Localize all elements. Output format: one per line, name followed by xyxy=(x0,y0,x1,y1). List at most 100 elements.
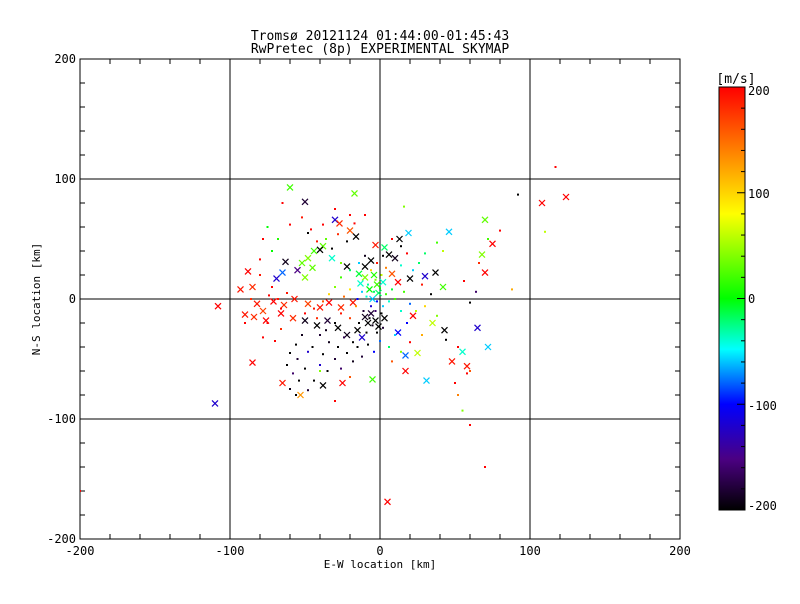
colorbar-tick-label: 100 xyxy=(748,187,770,201)
scatter-point-dot xyxy=(322,300,324,303)
scatter-point-dot xyxy=(436,314,438,317)
scatter-point-dot xyxy=(301,334,303,336)
scatter-point-dot xyxy=(544,230,546,233)
scatter-point-x xyxy=(562,193,570,201)
scatter-point-dot xyxy=(296,358,299,360)
scatter-point-dot xyxy=(271,250,273,252)
scatter-point-x xyxy=(481,216,489,224)
x-tick-label: 100 xyxy=(519,544,541,558)
scatter-point-dot xyxy=(461,409,464,412)
scatter-point-x xyxy=(319,381,327,389)
scatter-point-x xyxy=(291,295,298,303)
scatter-point-dot xyxy=(364,214,366,216)
scatter-point-dot xyxy=(424,305,426,308)
scatter-point-dot xyxy=(400,264,402,267)
x-tick-labels: -200 -100 0 100 200 xyxy=(66,544,691,558)
scatter-point-dot xyxy=(380,312,383,315)
scatter-point-dot xyxy=(412,269,414,272)
x-tick-label: -100 xyxy=(216,544,245,558)
scatter-point-dot xyxy=(374,310,377,312)
y-tick-labels: -200 -100 0 100 200 xyxy=(47,52,76,546)
scatter-point-dot xyxy=(356,298,359,300)
scatter-point-x xyxy=(361,273,369,281)
scatter-point-x xyxy=(373,281,381,289)
scatter-point-x xyxy=(250,313,258,321)
y-tick-label: 200 xyxy=(54,52,76,66)
chart-subtitle: RwPretec (8p) EXPERIMENTAL SKYMAP xyxy=(251,42,509,57)
scatter-point-x xyxy=(432,269,439,277)
scatter-point-x xyxy=(405,229,412,237)
scatter-point-dot xyxy=(346,240,348,243)
scatter-point-dot xyxy=(266,226,269,228)
scatter-point-dot xyxy=(280,328,282,330)
scatter-point-dot xyxy=(376,300,378,303)
scatter-point-dot xyxy=(382,254,384,257)
scatter-point-x xyxy=(286,183,294,191)
scatter-point-x xyxy=(249,359,256,367)
scatter-point-x xyxy=(270,297,277,305)
x-tick-label: -200 xyxy=(66,544,95,558)
scatter-point-dot xyxy=(457,346,459,348)
scatter-point-x xyxy=(249,283,256,291)
scatter-point-dot xyxy=(362,310,365,312)
scatter-point-x xyxy=(429,319,436,327)
scatter-point-x xyxy=(301,198,309,206)
scatter-point-x xyxy=(309,264,316,272)
scatter-point-x xyxy=(259,307,267,315)
scatter-point-dot xyxy=(340,312,342,315)
scatter-point-x xyxy=(280,301,288,309)
scatter-point-dot xyxy=(406,322,408,324)
colorbar-tick-label: -200 xyxy=(748,499,777,513)
scatter-point-dot xyxy=(307,350,309,353)
scatter-point-dot xyxy=(400,245,402,248)
scatter-point-dot xyxy=(391,238,393,240)
scatter-point-dot xyxy=(319,334,321,336)
scatter-point-x xyxy=(364,319,372,327)
scatter-point-x xyxy=(484,343,492,351)
scatter-point-dot xyxy=(382,305,384,308)
scatter-point-x xyxy=(279,269,286,277)
colorbar: [m/s] -200 -100 0 100 200 xyxy=(716,72,776,513)
scatter-point-x xyxy=(354,326,361,334)
scatter-point-dot xyxy=(307,232,309,234)
scatter-point-x xyxy=(253,300,261,308)
scatter-point-x xyxy=(337,303,345,311)
x-tick-label: 200 xyxy=(669,544,691,558)
scatter-point-dot xyxy=(484,466,486,468)
scatter-point-dot xyxy=(271,286,273,288)
scatter-point-x xyxy=(445,228,453,236)
scatter-point-dot xyxy=(517,193,519,196)
scatter-point-dot xyxy=(487,238,489,240)
scatter-point-dot xyxy=(391,360,393,363)
scatter-point-x xyxy=(384,498,391,506)
scatter-point-x xyxy=(339,379,346,387)
scatter-point-x xyxy=(474,324,481,332)
scatter-point-dot xyxy=(371,324,374,327)
scatter-point-x xyxy=(349,299,357,307)
scatter-point-dot xyxy=(391,288,393,291)
scatter-point-dot xyxy=(343,295,345,298)
scatter-point-x xyxy=(489,240,496,248)
scatter-point-dot xyxy=(259,274,261,276)
scatter-point-dot xyxy=(554,166,557,168)
scatter-point-dot xyxy=(316,317,318,320)
scatter-point-dot xyxy=(343,336,345,339)
scatter-point-x xyxy=(423,377,430,385)
scatter-point-x xyxy=(369,375,376,383)
scatter-point-dot xyxy=(379,287,381,290)
scatter-point-x xyxy=(441,326,448,334)
scatter-point-x xyxy=(538,199,546,207)
scatter-point-dot xyxy=(286,292,288,294)
scatter-point-x xyxy=(352,233,360,241)
scatter-point-x xyxy=(366,285,373,293)
scatter-point-dot xyxy=(409,341,411,344)
scatter-point-dot xyxy=(334,400,336,402)
scatter-point-x xyxy=(406,275,414,283)
scatter-point-x xyxy=(372,317,379,325)
scatter-point-x xyxy=(325,299,333,307)
scatter-point-x xyxy=(334,324,342,332)
scatter-point-dot xyxy=(469,424,471,426)
scatter-point-dot xyxy=(325,238,327,240)
scatter-point-dot xyxy=(349,214,351,216)
